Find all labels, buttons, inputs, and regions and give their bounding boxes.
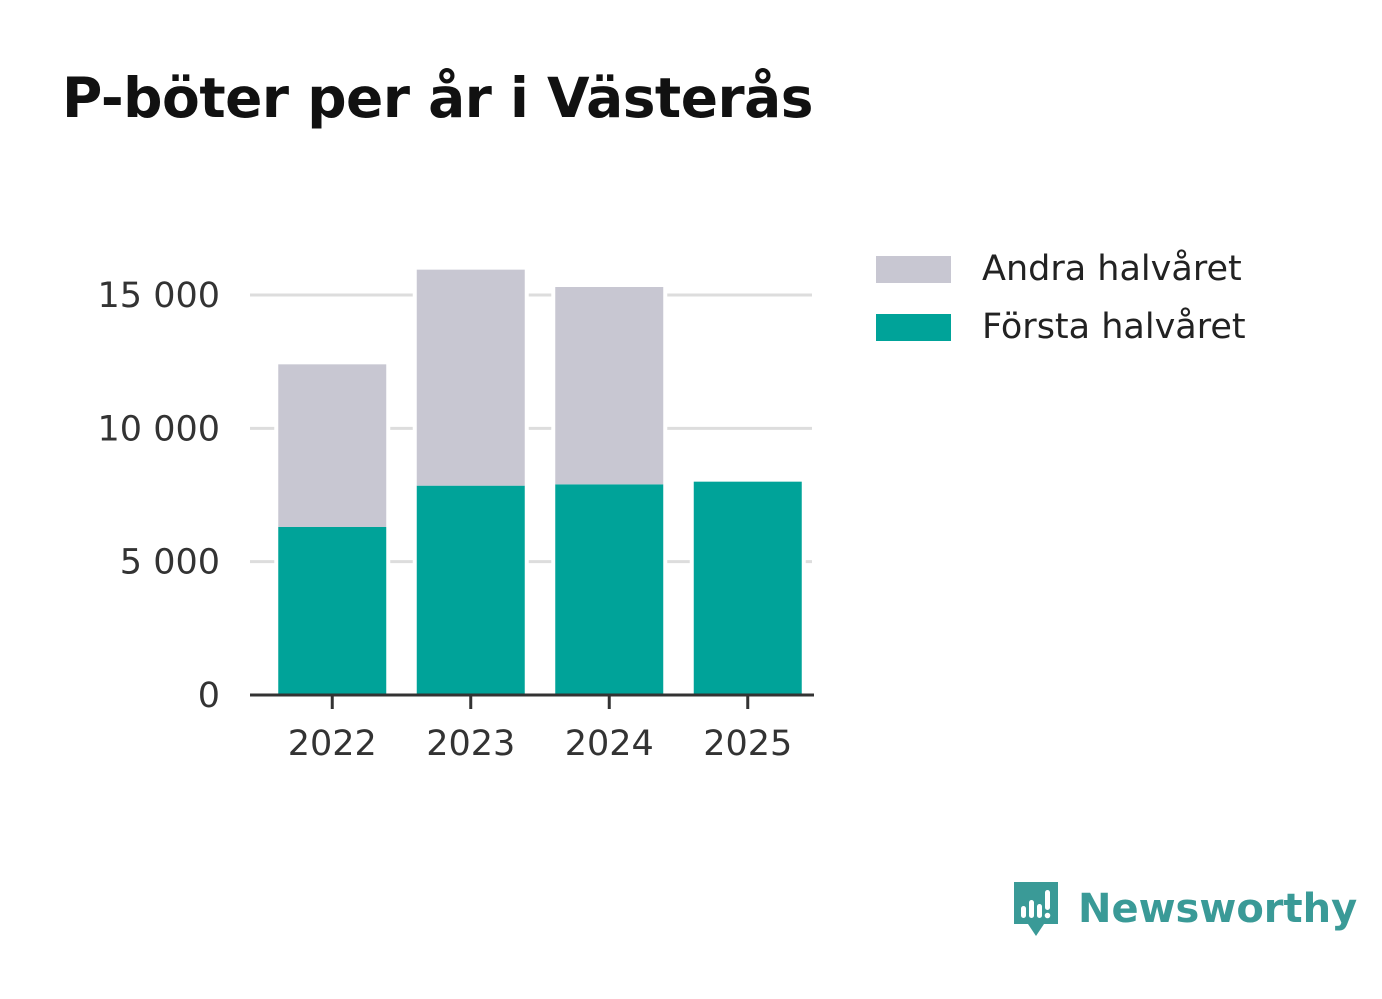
bar-andra-2023 [416,269,525,486]
bar-andra-2022 [278,364,387,527]
y-tick-label-0: 0 [198,676,220,716]
bar-andra-2024 [555,287,664,485]
x-tick-label-2023: 2023 [426,724,515,764]
bar-forsta-2022 [278,527,387,695]
bar-forsta-2024 [555,484,664,695]
bar-forsta-2023 [416,485,525,695]
bar-forsta-2025 [693,481,802,695]
y-tick-label-15000: 15 000 [98,276,220,316]
legend-label-forsta: Första halvåret [982,307,1246,347]
newsworthy-logo-icon [1014,882,1058,936]
chart-title: P-böter per år i Västerås [62,66,814,130]
legend-swatch-forsta [876,313,951,341]
brand-logo: Newsworthy [1010,878,1357,940]
y-tick-label-10000: 10 000 [98,409,220,449]
legend-label-andra: Andra halvåret [982,249,1242,289]
legend-swatch-andra [876,255,951,283]
legend-item-andra: Andra halvåret [876,240,1246,298]
legend-item-forsta: Första halvåret [876,298,1246,356]
x-tick-label-2025: 2025 [703,724,792,764]
brand-name: Newsworthy [1078,886,1358,932]
y-tick-label-5000: 5 000 [120,543,220,583]
x-tick-label-2022: 2022 [288,724,377,764]
x-tick-label-2024: 2024 [565,724,654,764]
legend: Andra halvåret Första halvåret [876,240,1246,356]
